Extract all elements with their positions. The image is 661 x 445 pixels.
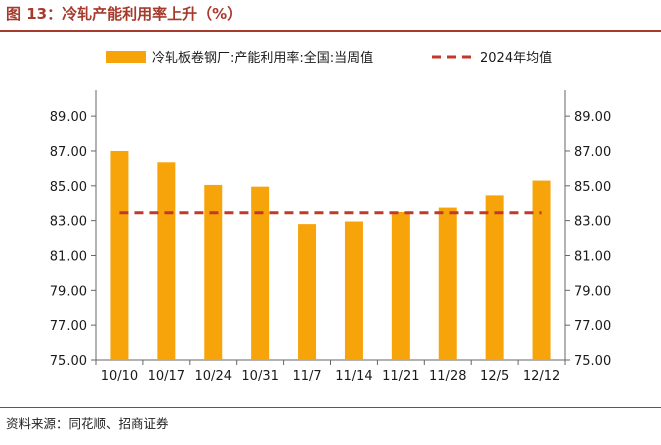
y-tick-label-left: 75.00 (50, 354, 87, 369)
legend: 冷轧板卷钢厂:产能利用率:全国:当周值 2024年均值 (106, 50, 552, 66)
x-tick-label: 10/17 (148, 369, 185, 384)
source-note: 资料来源：同花顺、招商证券 (6, 416, 169, 431)
bar (438, 207, 457, 360)
legend-label-bars: 冷轧板卷钢厂:产能利用率:全国:当周值 (152, 50, 373, 66)
x-tick-label: 11/14 (335, 369, 372, 384)
x-tick-label: 11/21 (382, 369, 419, 384)
footer-rule (0, 407, 661, 408)
y-tick-label-left: 87.00 (50, 145, 87, 160)
bar (204, 184, 223, 360)
axes: 75.00 75.00 77.00 77.00 79.00 79.00 81.00 81.00… (50, 90, 611, 384)
legend-swatch-bars (106, 51, 146, 63)
y-tick-label-right: 77.00 (574, 319, 611, 334)
x-tick-label: 11/7 (292, 369, 321, 384)
y-tick-label-left: 83.00 (50, 215, 87, 230)
y-tick-label-left: 89.00 (50, 110, 87, 125)
y-tick-label-right: 85.00 (574, 180, 611, 195)
y-tick-label-left: 81.00 (50, 249, 87, 264)
x-tick-label: 11/28 (429, 369, 466, 384)
x-tick-label: 10/31 (241, 369, 278, 384)
title-rule (0, 30, 661, 32)
y-tick-label-right: 83.00 (574, 215, 611, 230)
y-tick-label-right: 89.00 (574, 110, 611, 125)
bar (251, 186, 270, 360)
bar (157, 162, 176, 360)
y-tick-label-left: 77.00 (50, 319, 87, 334)
bar (110, 150, 129, 360)
y-tick-label-left: 85.00 (50, 180, 87, 195)
x-tick-label: 10/24 (195, 369, 232, 384)
bar (344, 221, 363, 360)
bar (532, 180, 551, 360)
bar (391, 211, 410, 360)
bar-series (110, 150, 551, 360)
y-tick-label-left: 79.00 (50, 284, 87, 299)
legend-label-average: 2024年均值 (480, 50, 552, 66)
bar (298, 224, 317, 360)
bar (485, 195, 504, 360)
x-tick-label: 10/10 (101, 369, 138, 384)
y-tick-label-right: 87.00 (574, 145, 611, 160)
y-tick-label-right: 81.00 (574, 249, 611, 264)
x-tick-label: 12/5 (480, 369, 509, 384)
chart-title: 图 13：冷轧产能利用率上升（%） (6, 5, 243, 23)
y-tick-label-right: 79.00 (574, 284, 611, 299)
x-tick-label: 12/12 (523, 369, 560, 384)
y-tick-label-right: 75.00 (574, 354, 611, 369)
